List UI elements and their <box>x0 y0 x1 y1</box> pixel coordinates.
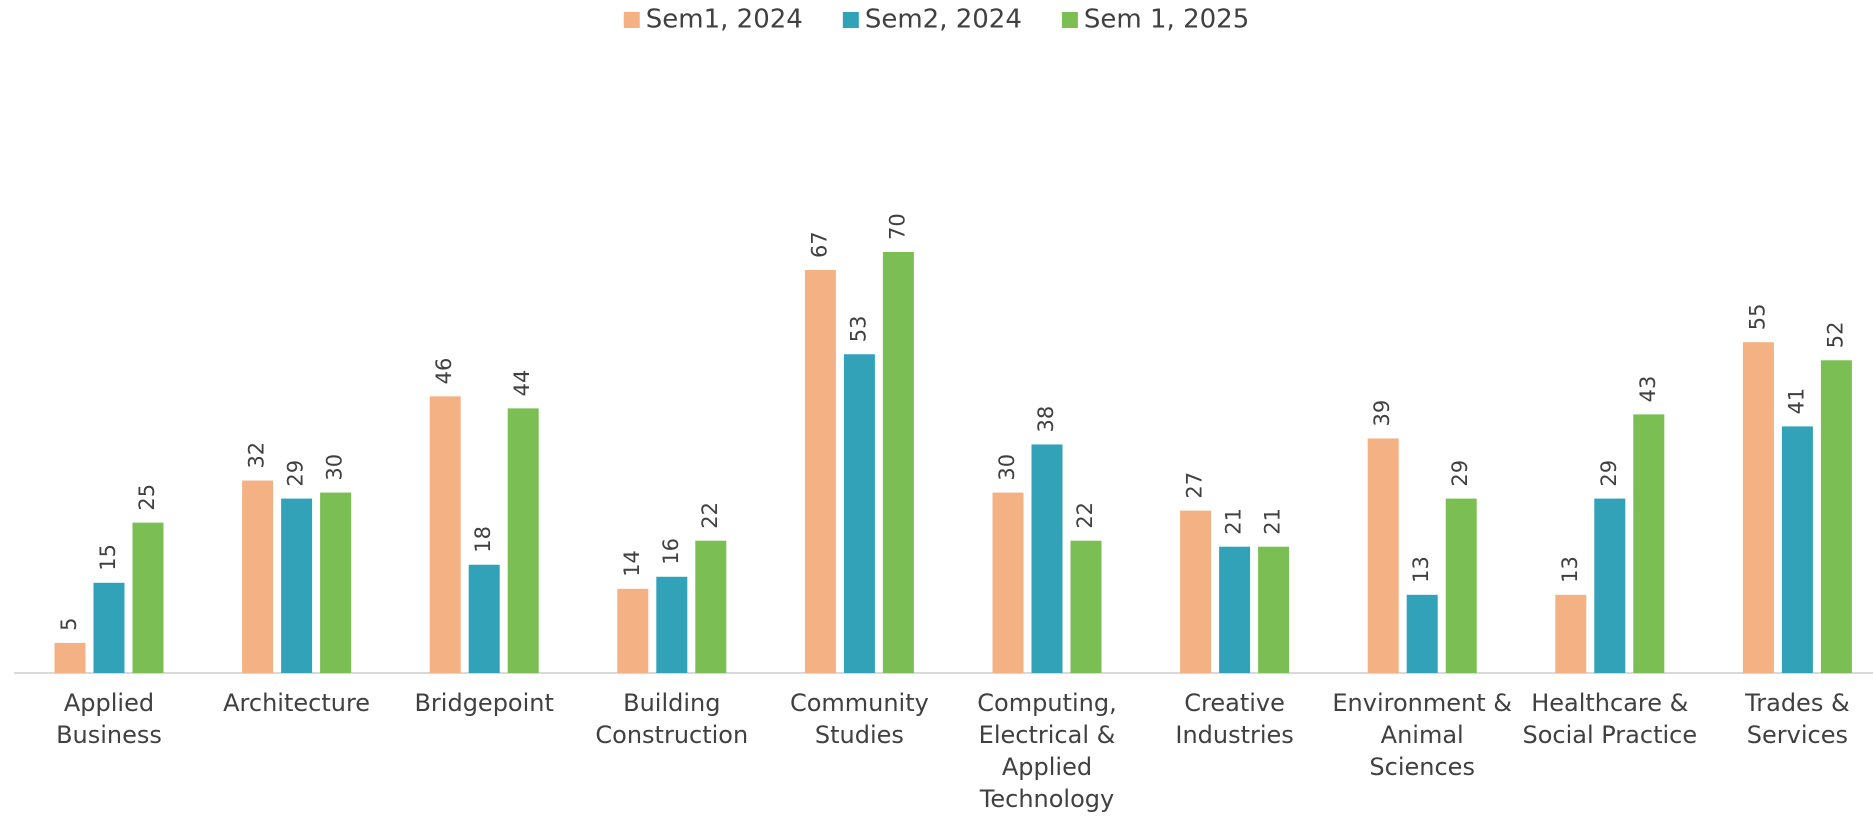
data-label: 21 <box>1261 508 1285 535</box>
data-label: 38 <box>1034 406 1058 433</box>
x-tick-label: Architecture <box>223 689 371 717</box>
x-tick-label: Computing, Electrical & Applied Technolo… <box>977 689 1117 813</box>
legend-label: Sem2, 2024 <box>865 5 1022 35</box>
data-label: 32 <box>245 442 269 469</box>
bar <box>507 408 539 673</box>
data-label: 5 <box>57 618 81 631</box>
bar <box>93 582 125 673</box>
legend-swatch <box>623 12 640 28</box>
legend: Sem1, 2024 Sem2, 2024 Sem 1, 2025 <box>623 5 1249 35</box>
x-tick-label: Bridgepoint <box>414 689 554 717</box>
data-label: 21 <box>1222 508 1246 535</box>
bar <box>468 564 500 673</box>
data-label: 29 <box>284 460 308 487</box>
x-tick-label: Trades & Services <box>1745 689 1850 749</box>
data-label: 15 <box>96 544 120 571</box>
x-tick-label: Building Construction <box>595 689 749 749</box>
bar <box>804 270 836 673</box>
bar <box>1031 444 1063 673</box>
data-label: 46 <box>432 358 456 385</box>
data-label: 30 <box>995 454 1019 481</box>
data-label: 53 <box>846 316 870 343</box>
bar <box>1070 540 1102 673</box>
data-label: 70 <box>885 213 909 240</box>
bar <box>992 492 1024 673</box>
bar <box>429 396 461 673</box>
bar <box>1367 438 1399 673</box>
data-label: 43 <box>1636 376 1660 403</box>
data-label: 18 <box>471 526 495 553</box>
bar <box>1820 360 1852 673</box>
x-tick-label: Community Studies <box>789 689 929 749</box>
data-label: 14 <box>620 550 644 577</box>
bar <box>132 522 164 673</box>
data-label: 27 <box>1183 472 1207 499</box>
legend-label: Sem1, 2024 <box>646 5 803 35</box>
bar <box>882 252 914 673</box>
data-label: 13 <box>1409 556 1433 583</box>
data-label: 29 <box>1448 460 1472 487</box>
bar <box>1406 594 1438 673</box>
bar <box>1781 426 1813 673</box>
data-label: 55 <box>1745 303 1769 330</box>
x-tick-label: Applied Business <box>56 689 162 749</box>
x-tick-label: Healthcare & Social Practice <box>1522 689 1698 749</box>
legend-swatch <box>1061 12 1078 28</box>
data-label: 25 <box>135 484 159 511</box>
bar <box>843 354 875 673</box>
data-label: 52 <box>1823 322 1847 349</box>
data-label: 44 <box>510 370 534 397</box>
data-label: 29 <box>1597 460 1621 487</box>
data-label: 22 <box>1073 502 1097 529</box>
x-tick-label: Environment & Animal Sciences <box>1332 689 1512 781</box>
bar <box>695 540 727 673</box>
bar <box>1258 546 1290 673</box>
data-label: 67 <box>807 231 831 258</box>
data-label: 39 <box>1370 400 1394 427</box>
bar <box>1742 342 1774 673</box>
data-label: 16 <box>659 538 683 565</box>
data-label: 41 <box>1784 388 1808 415</box>
bar <box>1555 594 1587 673</box>
bar <box>1633 414 1665 673</box>
legend-label: Sem 1, 2025 <box>1084 5 1249 35</box>
data-label: 30 <box>323 454 347 481</box>
bar <box>281 498 313 673</box>
x-tick-label: Creative Industries <box>1175 689 1294 749</box>
bar <box>617 588 649 673</box>
bar <box>656 576 688 673</box>
bar <box>1445 498 1477 673</box>
bar <box>1180 510 1212 673</box>
bar <box>54 642 86 673</box>
data-label: 13 <box>1558 556 1582 583</box>
bar <box>1594 498 1626 673</box>
legend-swatch <box>842 12 859 28</box>
data-label: 22 <box>698 502 722 529</box>
bar <box>320 492 352 673</box>
bar <box>242 480 274 673</box>
bar <box>1219 546 1251 673</box>
